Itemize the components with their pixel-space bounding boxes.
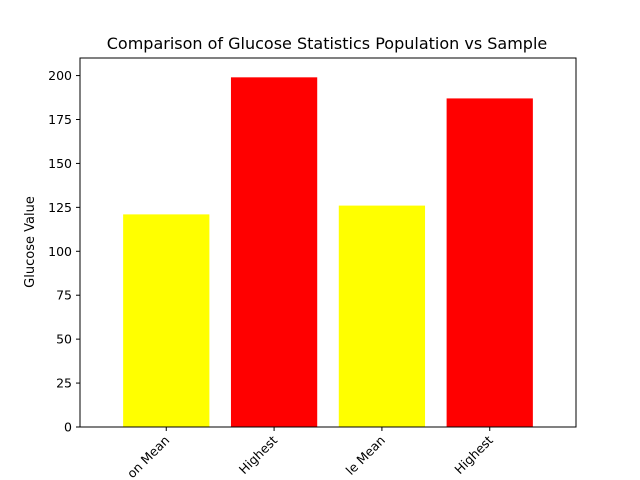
y-axis-label: Glucose Value <box>23 196 38 288</box>
y-tick-label-0: 0 <box>64 420 72 435</box>
y-tick-label-50: 50 <box>56 332 72 347</box>
y-tick-label-175: 175 <box>48 112 72 127</box>
chart-title: Comparison of Glucose Statistics Populat… <box>107 34 547 53</box>
bar-4 <box>446 98 533 428</box>
y-tick-label-25: 25 <box>56 376 72 391</box>
y-tick-label-100: 100 <box>48 244 72 259</box>
x-tick-label-3: le Mean <box>343 433 388 478</box>
bar-1 <box>123 214 210 427</box>
y-tick-label-200: 200 <box>48 68 72 83</box>
bar-3 <box>338 205 426 427</box>
x-tick-labels: on Mean Highest le Mean Highest <box>124 432 496 480</box>
plot-frame <box>79 57 577 428</box>
x-tick-label-1: on Mean <box>124 433 173 480</box>
x-tick-label-2: Highest <box>236 432 280 476</box>
x-tick-label-4: Highest <box>451 432 495 476</box>
y-tick-label-75: 75 <box>56 288 72 303</box>
y-tick-label-150: 150 <box>48 156 72 171</box>
y-tick-label-125: 125 <box>48 200 72 215</box>
plot-area: 0 25 50 75 100 125 150 175 200 on Mean Highest le M… <box>48 57 577 480</box>
bar-2 <box>230 77 318 427</box>
